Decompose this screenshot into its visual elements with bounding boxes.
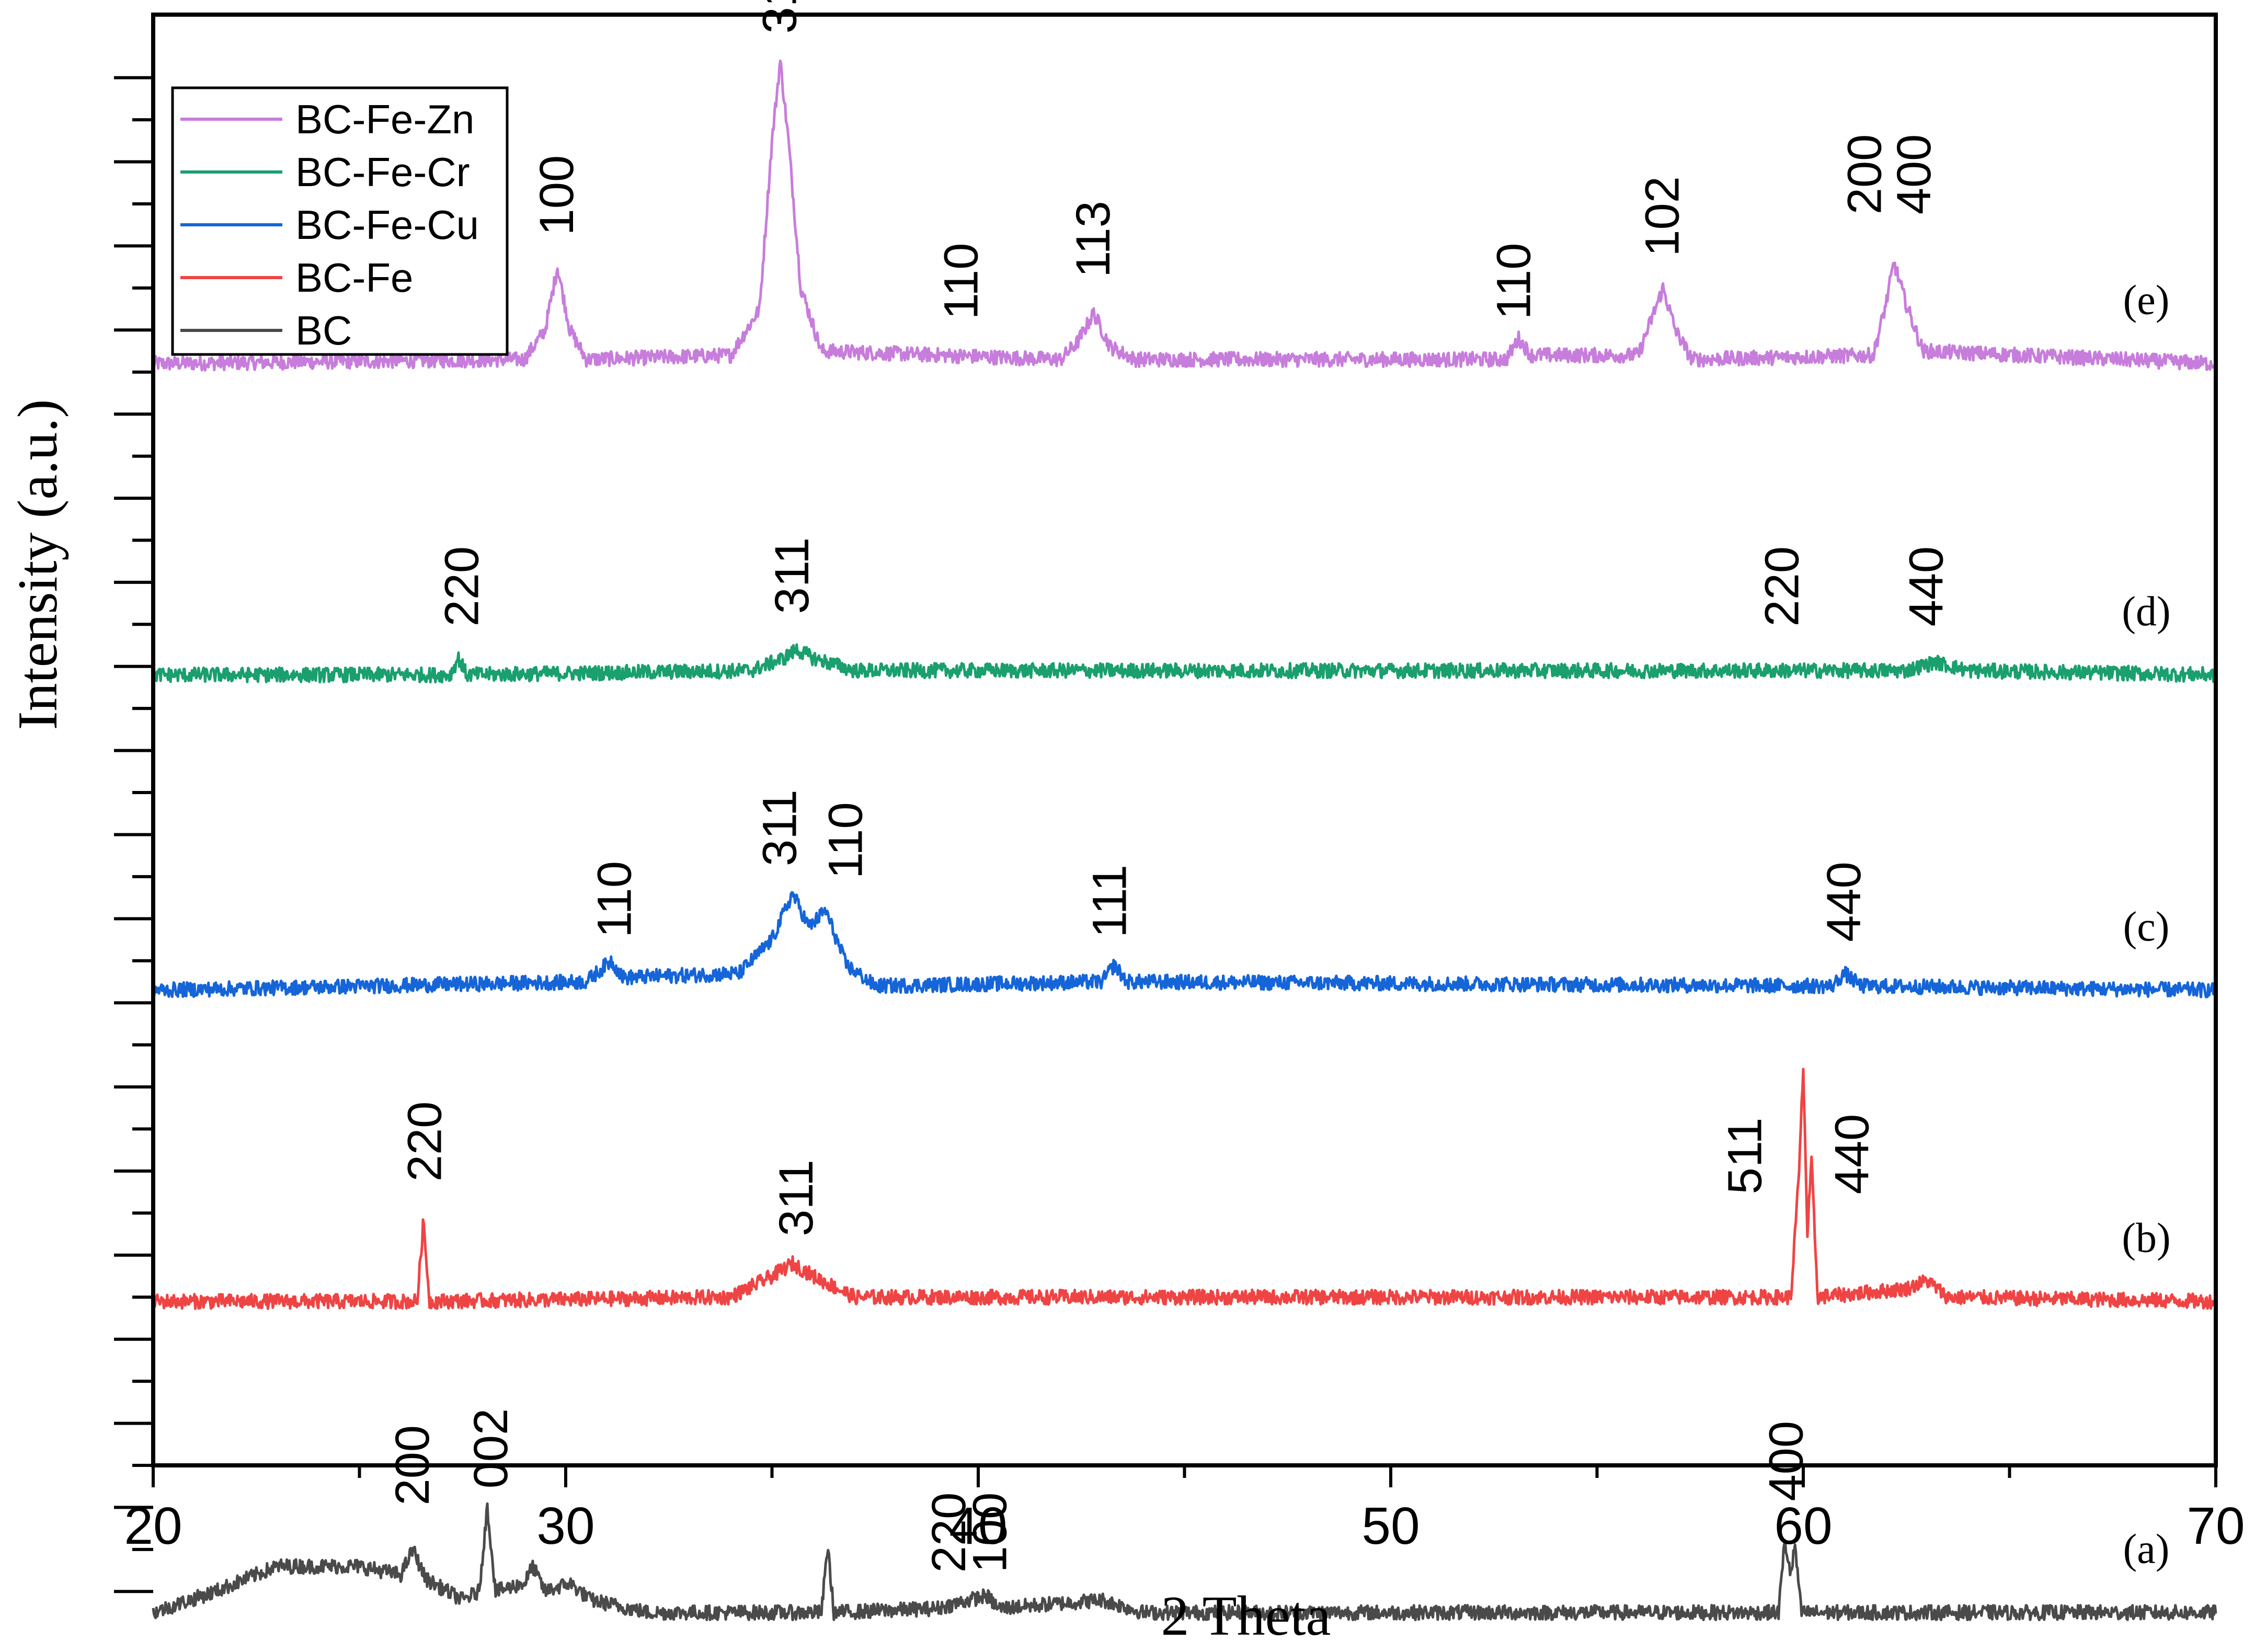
- peak-label-bc-fe: 220: [398, 1102, 452, 1182]
- x-axis-title: 2 Theta: [1161, 1585, 1331, 1647]
- curve-tag-bc-fe-cr: (d): [2122, 589, 2170, 635]
- legend-label-bc-fe-zn: BC-Fe-Zn: [295, 96, 474, 142]
- peak-label-bc-fe: 511: [1719, 1118, 1772, 1195]
- peak-label-bc-fe-zn: 100: [530, 155, 583, 236]
- legend-label-bc-fe-cr: BC-Fe-Cr: [295, 149, 470, 195]
- peak-label-bc: 002: [464, 1408, 518, 1489]
- x-tick-label: 40: [949, 1497, 1007, 1555]
- x-tick-label: 70: [2187, 1497, 2245, 1555]
- x-tick-label: 30: [536, 1497, 594, 1555]
- series-line-bc: [152, 1502, 2217, 1622]
- peak-label-bc-fe-zn: 113: [1067, 201, 1120, 278]
- curve-tag-bc-fe-cu: (c): [2123, 904, 2170, 950]
- peak-label-bc-fe-zn: 110: [934, 243, 988, 320]
- peak-label-bc-fe-cr: 311: [765, 537, 819, 614]
- y-axis-title: Intensity (a.u.): [7, 399, 69, 730]
- series-line-bc-fe-zn: [152, 59, 2217, 372]
- peak-label-bc-fe-zn: 200: [1838, 134, 1891, 215]
- peak-label-bc-fe-cr: 220: [436, 546, 489, 627]
- legend-label-bc-fe: BC-Fe: [295, 255, 413, 301]
- peak-label-bc: 220: [922, 1493, 976, 1573]
- curve-tag-bc: (a): [2123, 1527, 2170, 1573]
- peak-label-bc-fe-zn: 400: [1887, 134, 1941, 215]
- legend-box: [171, 86, 509, 356]
- peak-label-bc-fe-zn: 311: [753, 0, 806, 33]
- series-line-bc-fe: [152, 1068, 2217, 1310]
- peak-label-bc-fe-cu: 111: [1083, 865, 1136, 938]
- legend: BC-Fe-Zn BC-Fe-Cr BC-Fe-Cu BC-Fe BC: [171, 86, 509, 356]
- series-layer: [152, 59, 2217, 1622]
- peak-label-bc-fe-cr: 440: [1900, 546, 1953, 627]
- x-tick-label: 20: [124, 1497, 182, 1555]
- curve-tag-bc-fe-zn: (e): [2123, 278, 2170, 324]
- y-ticks: [114, 76, 153, 1593]
- peak-label-bc-fe-zn: 102: [1636, 176, 1689, 257]
- peak-label-bc-fe-cu: 440: [1817, 862, 1871, 942]
- legend-label-bc-fe-cu: BC-Fe-Cu: [295, 202, 479, 248]
- curve-tag-layer: (e) (d) (c) (b) (a): [2122, 278, 2170, 1573]
- x-tick-label: 50: [1361, 1497, 1420, 1555]
- curve-tag-bc-fe: (b): [2122, 1215, 2170, 1261]
- peak-label-bc-fe: 440: [1826, 1114, 1879, 1195]
- peak-label-bc-fe-cu: 110: [819, 802, 873, 879]
- peak-label-bc-fe-zn: 110: [1487, 243, 1541, 320]
- series-line-bc-fe-cu: [152, 891, 2217, 999]
- series-line-bc-fe-cr: [152, 643, 2217, 684]
- peak-label-bc-fe-cr: 220: [1756, 546, 1809, 627]
- legend-label-bc: BC: [295, 307, 352, 353]
- peak-label-bc: 100: [964, 1493, 1017, 1573]
- peak-label-bc: 400: [1759, 1421, 1813, 1501]
- peak-label-layer: 1003111101131101022004002203112204401103…: [386, 0, 1953, 1573]
- peak-label-bc-fe: 311: [770, 1160, 823, 1236]
- x-ticks: 20 30 40 50 60 70: [124, 1465, 2245, 1555]
- peak-label-bc-fe-cu: 311: [753, 789, 806, 866]
- x-tick-label: 60: [1774, 1497, 1832, 1555]
- peak-label-bc-fe-cu: 110: [588, 861, 642, 938]
